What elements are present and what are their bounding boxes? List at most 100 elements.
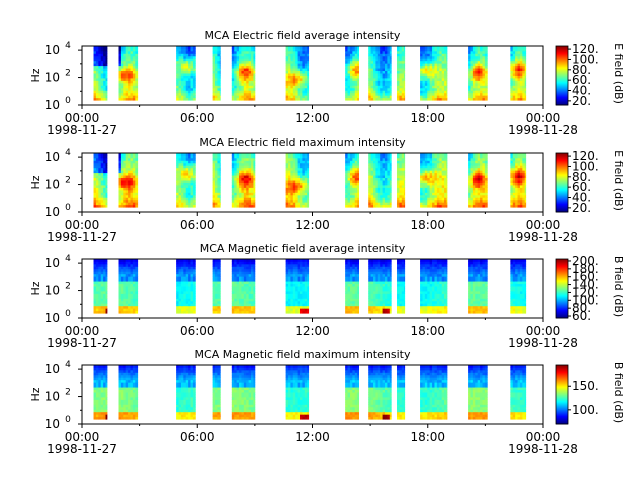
heatmap-cell [236, 310, 240, 314]
heatmap-cell [125, 53, 129, 57]
heatmap-cell [215, 300, 218, 304]
heatmap-cell [290, 60, 294, 64]
heatmap-cell [399, 187, 403, 191]
heatmap-cell [236, 90, 240, 94]
heatmap-cell [288, 85, 291, 89]
heatmap-cell [176, 95, 179, 99]
heatmap-cell [248, 189, 252, 193]
heatmap-cell [302, 85, 306, 89]
y-tick-exponent: 4 [65, 41, 71, 51]
heatmap-cell [427, 97, 431, 101]
heatmap-cell [290, 199, 294, 203]
heatmap-cell [103, 187, 106, 191]
heatmap-cell [295, 162, 299, 166]
heatmap-cell [399, 48, 403, 52]
heatmap-cell [399, 60, 403, 64]
heatmap-cell [422, 187, 426, 191]
heatmap-cell [482, 97, 486, 101]
heatmap-cell [105, 97, 108, 101]
heatmap-cell [427, 172, 431, 176]
heatmap-cell [120, 92, 124, 96]
heatmap-cell [234, 308, 238, 312]
heatmap-cell [239, 273, 242, 277]
heatmap-cell [188, 283, 191, 287]
heatmap-cell [100, 53, 104, 57]
heatmap-cell [352, 175, 356, 179]
heatmap-cell [212, 70, 216, 74]
heatmap-cell [368, 165, 371, 169]
colorbar-segment [556, 171, 568, 174]
heatmap-cell [125, 95, 129, 99]
heatmap-cell [380, 55, 384, 59]
heatmap-cell [105, 295, 108, 299]
heatmap-cell [472, 55, 476, 59]
heatmap-cell [468, 180, 471, 183]
heatmap-cell [123, 70, 127, 74]
heatmap-cell [441, 50, 445, 54]
heatmap-cell [243, 182, 247, 186]
heatmap-cell [477, 172, 481, 176]
heatmap-cell [100, 298, 104, 302]
heatmap-cell [307, 192, 310, 196]
heatmap-cell [427, 78, 431, 81]
heatmap-cell [387, 85, 391, 89]
heatmap-cell [290, 177, 294, 181]
heatmap-cell [307, 187, 310, 191]
heatmap-cell [130, 70, 134, 74]
heatmap-cell [382, 155, 386, 159]
heatmap-cell [178, 85, 182, 89]
heatmap-cell [95, 278, 99, 282]
heatmap-cell [183, 295, 187, 299]
heatmap-cell [120, 276, 124, 280]
heatmap-cell [515, 97, 518, 101]
heatmap-cell [345, 167, 348, 171]
heatmap-cell [125, 78, 129, 81]
heatmap-cell [468, 155, 471, 159]
heatmap-cell [234, 259, 238, 262]
heatmap-cell [370, 153, 374, 156]
heatmap-cell [385, 46, 388, 49]
heatmap-cell [524, 90, 527, 94]
heatmap-cell [239, 50, 242, 54]
heatmap-cell [345, 55, 348, 59]
heatmap-cell [120, 177, 124, 181]
heatmap-cell [439, 95, 443, 99]
heatmap-cell [432, 63, 435, 67]
heatmap-cell [248, 187, 252, 191]
heatmap-cell [382, 48, 386, 52]
heatmap-cell [397, 65, 400, 69]
heatmap-cell [515, 162, 518, 166]
heatmap-cell [93, 177, 97, 181]
heatmap-cell [347, 75, 351, 79]
heatmap-cell [217, 75, 221, 79]
heatmap-cell [439, 90, 443, 94]
heatmap-cell [401, 75, 405, 79]
heatmap-cell [352, 202, 356, 206]
heatmap-cell [519, 78, 523, 81]
heatmap-cell [120, 70, 124, 74]
heatmap-cell [357, 182, 359, 186]
heatmap-cell [482, 180, 486, 183]
heatmap-cell [397, 46, 400, 49]
heatmap-cell [241, 308, 245, 312]
heatmap-cell [512, 48, 516, 52]
heatmap-cell [399, 167, 403, 171]
heatmap-cell [180, 153, 184, 156]
heatmap-cell [130, 165, 134, 169]
heatmap-cell [132, 310, 136, 314]
heatmap-cell [424, 73, 428, 76]
heatmap-cell [427, 189, 431, 193]
heatmap-cell [105, 291, 108, 294]
heatmap-cell [517, 153, 521, 156]
heatmap-cell [470, 204, 474, 208]
heatmap-cell [424, 90, 428, 94]
heatmap-cell [477, 73, 481, 76]
heatmap-cell [370, 155, 374, 159]
heatmap-cell [380, 60, 384, 64]
heatmap-cell [484, 189, 488, 193]
heatmap-cell [401, 46, 405, 49]
heatmap-cell [477, 78, 481, 81]
heatmap-cell [241, 75, 245, 79]
heatmap-cell [302, 167, 306, 171]
colorbar-segment [556, 176, 568, 179]
